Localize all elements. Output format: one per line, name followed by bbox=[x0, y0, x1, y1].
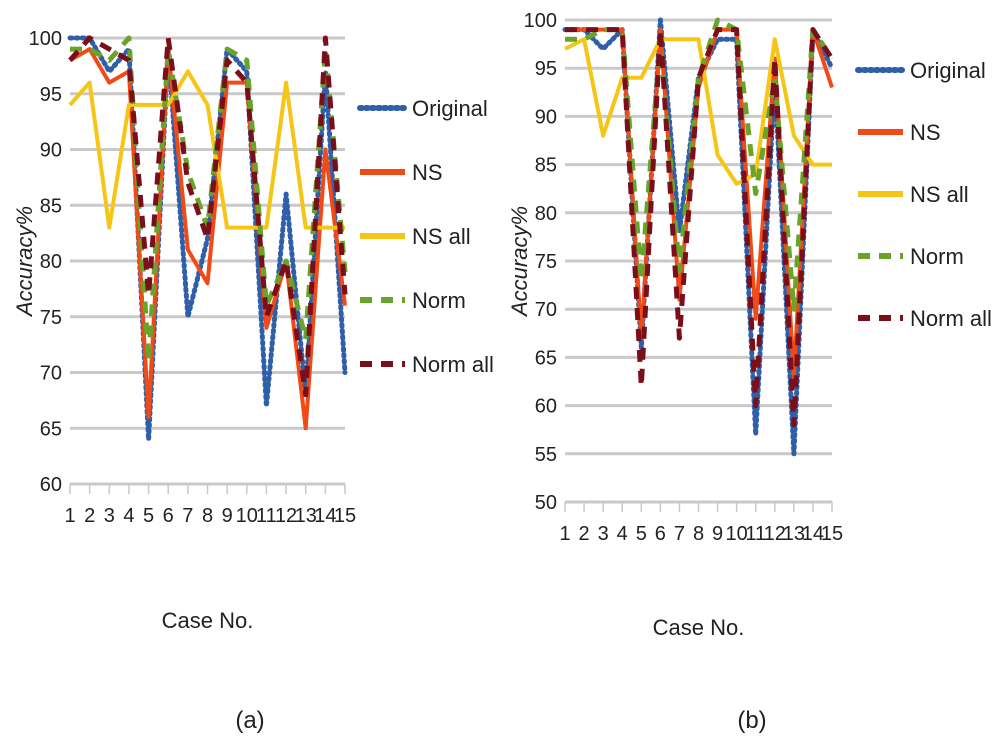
x-tick-label: 10 bbox=[726, 523, 748, 545]
x-tick-label: 5 bbox=[636, 523, 647, 545]
y-tick-label: 60 bbox=[535, 396, 557, 418]
y-tick-label: 75 bbox=[535, 251, 557, 273]
y-tick-label: 90 bbox=[535, 106, 557, 128]
x-tick-label: 11 bbox=[256, 505, 277, 527]
y-tick-label: 55 bbox=[535, 444, 557, 466]
y-tick-label: 85 bbox=[40, 195, 62, 217]
x-tick-label: 14 bbox=[802, 523, 824, 545]
x-tick-label: 6 bbox=[163, 505, 174, 527]
legend-label: Norm all bbox=[412, 352, 494, 377]
y-tick-label: 95 bbox=[535, 58, 557, 80]
legend-label: NS all bbox=[910, 182, 969, 207]
legend-label: NS all bbox=[412, 224, 471, 249]
x-tick-label: 3 bbox=[104, 505, 115, 527]
series-line-original bbox=[67, 35, 348, 442]
series-line-norm-all bbox=[565, 27, 835, 428]
x-tick-label: 1 bbox=[559, 523, 570, 545]
y-tick-label: 80 bbox=[535, 203, 557, 225]
x-tick-label: 3 bbox=[598, 523, 609, 545]
y-tick-label: 100 bbox=[524, 10, 557, 32]
series-line-ns-all bbox=[68, 69, 345, 230]
x-tick-label: 9 bbox=[712, 523, 723, 545]
legend-label: Norm bbox=[910, 244, 964, 269]
series-line-original bbox=[562, 17, 835, 457]
x-tick-label: 15 bbox=[334, 505, 356, 527]
y-tick-label: 90 bbox=[40, 140, 62, 162]
y-axis-title: Accuracy% bbox=[12, 206, 37, 318]
x-tick-label: 9 bbox=[222, 505, 233, 527]
y-tick-label: 65 bbox=[40, 418, 62, 440]
x-tick-label: 14 bbox=[314, 505, 336, 527]
x-tick-label: 11 bbox=[745, 523, 766, 545]
legend-label: Original bbox=[910, 58, 986, 83]
y-tick-label: 75 bbox=[40, 307, 62, 329]
y-tick-label: 50 bbox=[535, 492, 557, 514]
legend-label: Norm bbox=[412, 288, 466, 313]
series-line-norm-all bbox=[68, 35, 348, 398]
x-tick-label: 12 bbox=[275, 505, 297, 527]
x-tick-label: 15 bbox=[821, 523, 843, 545]
y-tick-label: 95 bbox=[40, 84, 62, 106]
x-tick-label: 12 bbox=[764, 523, 786, 545]
x-tick-label: 4 bbox=[617, 523, 628, 545]
x-axis-title: Case No. bbox=[162, 608, 254, 633]
x-tick-label: 13 bbox=[295, 505, 317, 527]
x-tick-label: 8 bbox=[693, 523, 704, 545]
y-tick-label: 100 bbox=[29, 28, 62, 50]
x-tick-label: 4 bbox=[123, 505, 134, 527]
x-tick-label: 8 bbox=[202, 505, 213, 527]
x-tick-label: 1 bbox=[64, 505, 75, 527]
x-tick-label: 2 bbox=[579, 523, 590, 545]
y-tick-label: 80 bbox=[40, 251, 62, 273]
y-tick-label: 60 bbox=[40, 474, 62, 496]
legend-label: Original bbox=[412, 96, 488, 121]
x-tick-label: 6 bbox=[655, 523, 666, 545]
x-tick-label: 10 bbox=[236, 505, 258, 527]
panel-label: (b) bbox=[737, 707, 766, 734]
series-line-ns bbox=[69, 47, 347, 431]
y-tick-label: 65 bbox=[535, 347, 557, 369]
y-tick-label: 85 bbox=[535, 155, 557, 177]
x-tick-label: 5 bbox=[143, 505, 154, 527]
legend-label: NS bbox=[910, 120, 941, 145]
legend-label: NS bbox=[412, 160, 443, 185]
x-axis-title: Case No. bbox=[653, 615, 745, 640]
x-tick-label: 7 bbox=[182, 505, 193, 527]
legend-label: Norm all bbox=[910, 306, 992, 331]
y-tick-label: 70 bbox=[535, 299, 557, 321]
panel-label: (a) bbox=[235, 707, 264, 734]
x-tick-label: 2 bbox=[84, 505, 95, 527]
x-tick-label: 13 bbox=[783, 523, 805, 545]
y-tick-label: 70 bbox=[40, 363, 62, 385]
y-axis-title: Accuracy% bbox=[507, 206, 532, 318]
series-line-ns-all bbox=[564, 37, 832, 186]
x-tick-label: 7 bbox=[674, 523, 685, 545]
